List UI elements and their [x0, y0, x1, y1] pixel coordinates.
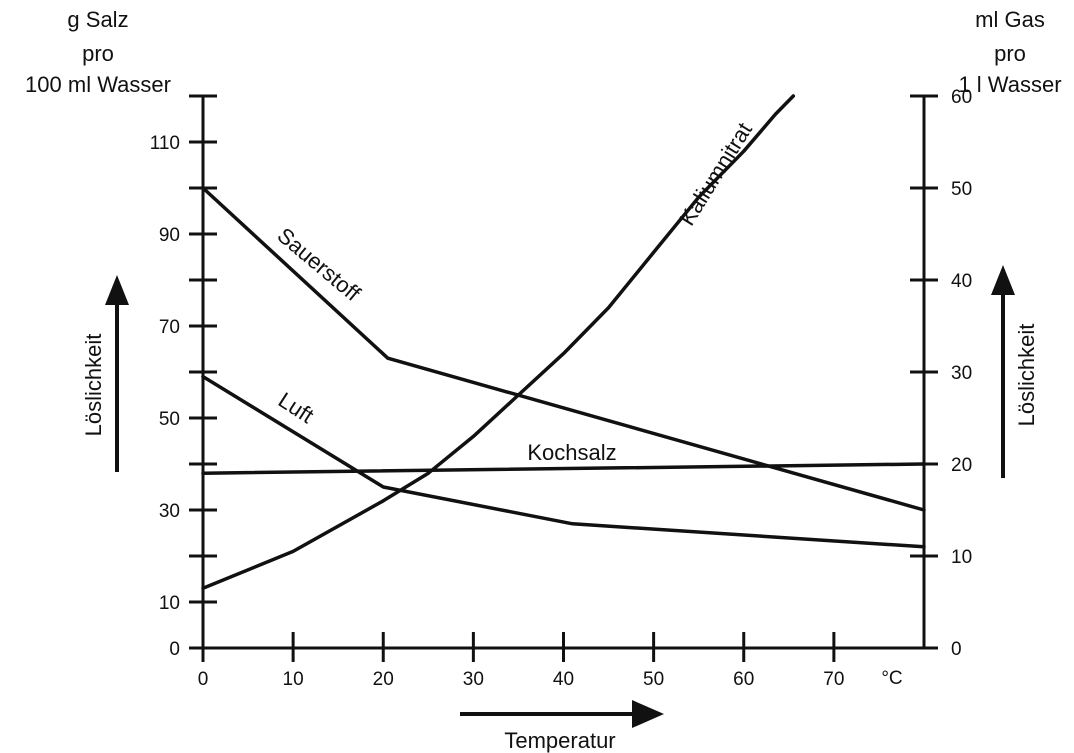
right-axis-title-line-2: pro — [994, 41, 1026, 66]
left-y-tick-label: 10 — [159, 593, 180, 614]
left-solubility-arrow-head — [105, 275, 129, 305]
x-tick-label: 10 — [283, 669, 304, 690]
right-axis-title-line-3: 1 l Wasser — [958, 72, 1061, 97]
right-axis-title-line-1: ml Gas — [975, 7, 1045, 32]
right-y-tick-label: 0 — [951, 639, 962, 660]
right-y-tick-label: 30 — [951, 363, 972, 384]
left-solubility-label: Löslichkeit — [81, 334, 106, 437]
left-axis-title-line-3: 100 ml Wasser — [25, 72, 171, 97]
ticks-layer: 0 10 30 50 70 90 110 0 10 20 30 40 50 60 0 10 20 30 40 50 60… — [150, 87, 972, 690]
series-line-kochsalz — [201, 462, 926, 475]
temperature-arrow-head — [632, 700, 664, 728]
right-solubility-arrow-head — [991, 265, 1015, 295]
left-axis-title-line-1: g Salz — [67, 7, 128, 32]
x-tick-label: 50 — [643, 669, 664, 690]
series-line-luft — [201, 374, 926, 549]
x-tick-label: 60 — [733, 669, 754, 690]
series-layer — [201, 94, 926, 590]
x-axis-unit: °C — [881, 668, 902, 689]
left-axis-title-line-2: pro — [82, 41, 114, 66]
right-y-tick-label: 20 — [951, 455, 972, 476]
left-y-tick-label: 70 — [159, 317, 180, 338]
left-y-tick-label: 0 — [169, 639, 180, 660]
series-line-kaliumnitrat — [201, 94, 796, 590]
right-y-tick-label: 10 — [951, 547, 972, 568]
x-tick-label: 0 — [198, 669, 209, 690]
left-y-tick-label: 90 — [159, 225, 180, 246]
x-tick-label: 30 — [463, 669, 484, 690]
right-y-tick-label: 60 — [951, 87, 972, 108]
left-y-tick-label: 30 — [159, 501, 180, 522]
x-tick-label: 70 — [823, 669, 844, 690]
right-solubility-label: Löslichkeit — [1014, 324, 1039, 427]
right-y-tick-label: 40 — [951, 271, 972, 292]
x-axis-label: Temperatur — [504, 728, 615, 753]
x-tick-label: 20 — [373, 669, 394, 690]
series-line-sauerstoff — [201, 186, 926, 512]
left-y-tick-label: 110 — [150, 133, 180, 154]
series-label-kochsalz: Kochsalz — [527, 440, 616, 465]
series-label-kaliumnitrat: Kaliumnitrat — [674, 118, 757, 230]
right-y-tick-label: 50 — [951, 179, 972, 200]
left-y-tick-label: 50 — [159, 409, 180, 430]
x-tick-label: 40 — [553, 669, 574, 690]
